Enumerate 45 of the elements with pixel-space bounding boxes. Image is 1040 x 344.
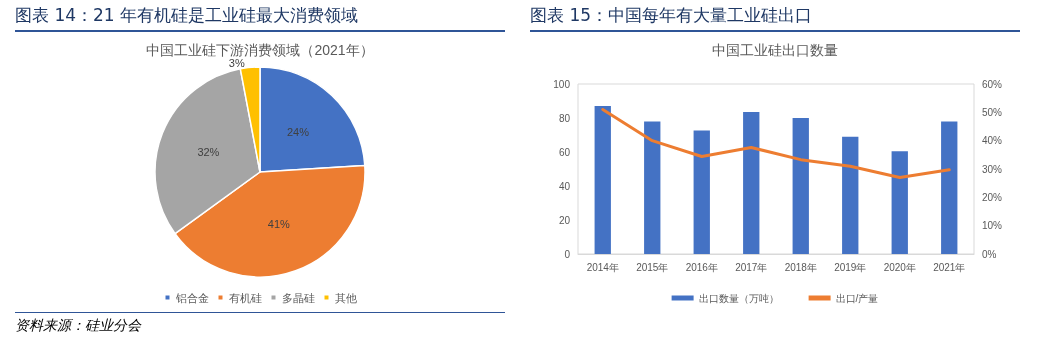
y2-tick-label: 20% bbox=[982, 191, 1003, 203]
x-tick-label: 2016年 bbox=[685, 261, 718, 273]
bar bbox=[594, 106, 611, 254]
x-tick-label: 2019年 bbox=[834, 261, 867, 273]
y2-tick-label: 50% bbox=[982, 106, 1003, 118]
data-label: 32% bbox=[197, 145, 220, 158]
legend-label: 出口数量（万吨） bbox=[698, 292, 779, 304]
y-tick-label: 40 bbox=[558, 180, 571, 192]
legend-label: 铝合金 bbox=[174, 291, 209, 304]
chart-subtitle: 中国工业硅下游消费领域（2021年） bbox=[146, 42, 374, 58]
x-tick-label: 2015年 bbox=[636, 261, 669, 273]
y-tick-label: 60 bbox=[558, 146, 571, 158]
x-tick-label: 2020年 bbox=[883, 261, 916, 273]
legend-label: 其他 bbox=[334, 291, 357, 304]
bar bbox=[693, 130, 710, 254]
y2-tick-label: 0% bbox=[982, 248, 997, 260]
chart-title: 图表 15：中国每年有大量工业硅出口 bbox=[530, 4, 1020, 32]
x-tick-label: 2017年 bbox=[735, 261, 768, 273]
legend-label: 出口/产量 bbox=[835, 292, 879, 304]
bar bbox=[941, 121, 958, 254]
data-label: 3% bbox=[228, 57, 245, 70]
bar bbox=[743, 112, 760, 254]
x-tick-label: 2021年 bbox=[933, 261, 966, 273]
data-label: 24% bbox=[286, 125, 310, 138]
bar bbox=[842, 136, 859, 254]
line-series bbox=[601, 108, 951, 179]
y2-tick-label: 40% bbox=[982, 135, 1003, 147]
y-tick-label: 80 bbox=[558, 112, 571, 124]
y-tick-label: 0 bbox=[564, 248, 571, 260]
y-tick-label: 100 bbox=[553, 78, 571, 90]
y2-tick-label: 10% bbox=[982, 220, 1003, 232]
x-tick-label: 2018年 bbox=[784, 261, 817, 273]
y2-tick-label: 60% bbox=[982, 78, 1003, 90]
bar bbox=[792, 118, 809, 254]
legend-label: 多晶硅 bbox=[281, 291, 315, 304]
bar bbox=[644, 121, 661, 254]
chart-subtitle: 中国工业硅出口数量 bbox=[712, 42, 838, 58]
y-tick-label: 20 bbox=[558, 214, 571, 226]
data-label: 41% bbox=[267, 218, 291, 231]
chart-title: 图表 14：21 年有机硅是工业硅最大消费领域 bbox=[15, 4, 505, 32]
legend-label: 有机硅 bbox=[228, 291, 262, 304]
bar bbox=[891, 151, 908, 254]
x-tick-label: 2014年 bbox=[586, 261, 619, 273]
y2-tick-label: 30% bbox=[982, 163, 1003, 175]
text: 资料来源：硅业分会 bbox=[15, 312, 505, 335]
